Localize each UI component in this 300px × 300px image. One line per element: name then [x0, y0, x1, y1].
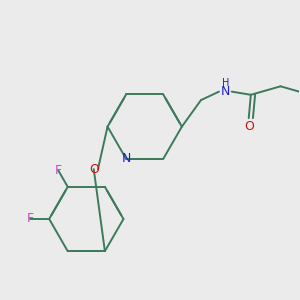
Text: O: O — [244, 120, 254, 133]
Text: O: O — [89, 163, 99, 176]
Text: N: N — [221, 85, 230, 98]
Text: F: F — [55, 164, 62, 177]
Text: H: H — [222, 78, 229, 88]
Text: F: F — [26, 212, 34, 226]
Text: N: N — [122, 152, 131, 165]
